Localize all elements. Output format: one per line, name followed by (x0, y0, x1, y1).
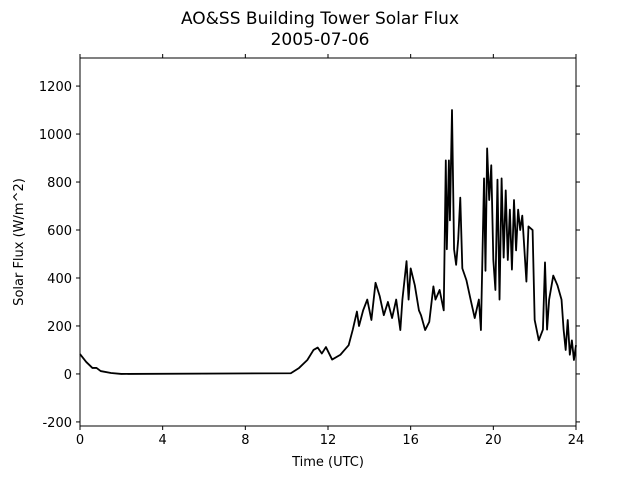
y-tick-label: 800 (47, 176, 72, 191)
chart-subtitle: 2005-07-06 (271, 30, 370, 50)
x-tick-label: 16 (402, 433, 419, 448)
y-tick-label: -200 (42, 416, 72, 431)
x-axis-label: Time (UTC) (291, 455, 364, 470)
chart-title: AO&SS Building Tower Solar Flux (181, 9, 459, 29)
y-tick-label: 1200 (39, 80, 72, 95)
x-tick-label: 24 (568, 433, 585, 448)
x-tick-label: 20 (485, 433, 502, 448)
data-line (79, 109, 577, 375)
x-tick-label: 8 (241, 433, 249, 448)
x-tick-label: 4 (159, 433, 167, 448)
x-tick-label: 0 (76, 433, 84, 448)
y-tick-label: 400 (47, 272, 72, 287)
y-axis-label: Solar Flux (W/m^2) (12, 178, 27, 306)
y-tick-label: 1000 (39, 128, 72, 143)
y-tick-label: 0 (64, 368, 72, 383)
x-tick-label: 12 (320, 433, 337, 448)
y-tick-label: 600 (47, 224, 72, 239)
axes-frame (79, 57, 577, 427)
y-tick-label: 200 (47, 320, 72, 335)
